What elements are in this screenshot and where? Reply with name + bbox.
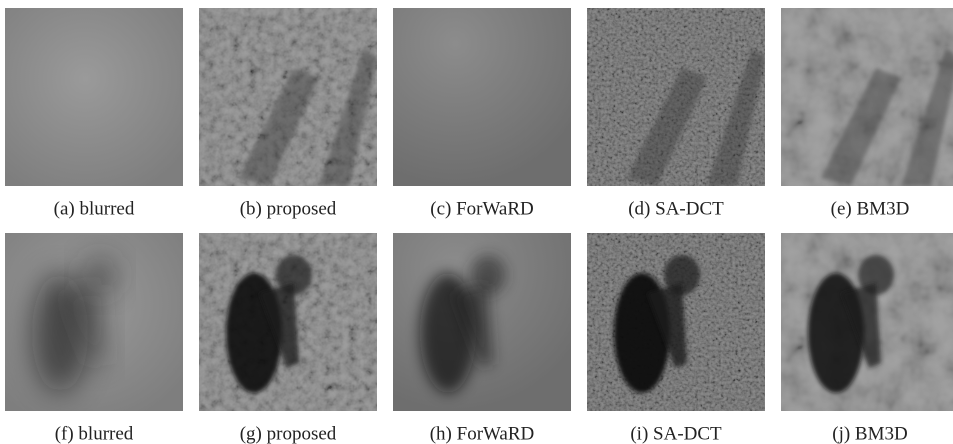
image-base bbox=[5, 8, 183, 186]
caption: (f) blurred bbox=[55, 423, 134, 444]
caption: (i) SA-DCT bbox=[630, 423, 722, 444]
image bbox=[199, 8, 377, 186]
image-panel bbox=[199, 233, 377, 411]
image-panel bbox=[781, 233, 953, 411]
image bbox=[393, 233, 571, 411]
caption: (g) proposed bbox=[240, 423, 337, 444]
caption: (d) SA-DCT bbox=[628, 198, 724, 219]
image bbox=[781, 233, 953, 411]
image-panel bbox=[393, 233, 571, 411]
image bbox=[5, 8, 183, 186]
image-panel bbox=[587, 8, 765, 186]
caption: (j) BM3D bbox=[832, 423, 907, 444]
image bbox=[587, 8, 765, 186]
image-panel bbox=[199, 8, 377, 186]
image-panel bbox=[587, 233, 765, 411]
image-panel bbox=[393, 8, 571, 186]
image bbox=[587, 233, 765, 411]
image bbox=[393, 8, 571, 186]
caption: (a) blurred bbox=[54, 198, 135, 219]
image bbox=[5, 233, 183, 411]
caption: (b) proposed bbox=[240, 198, 337, 219]
image bbox=[781, 8, 953, 186]
image-base bbox=[393, 8, 571, 186]
caption: (c) ForWaRD bbox=[430, 198, 533, 219]
caption: (h) ForWaRD bbox=[430, 423, 535, 444]
image-panel bbox=[5, 233, 183, 411]
image bbox=[199, 233, 377, 411]
caption: (e) BM3D bbox=[831, 198, 910, 219]
image-panel bbox=[5, 8, 183, 186]
figure: (a) blurred (b) proposed (c) ForWaRD (d) SA… bbox=[0, 0, 953, 444]
image-panel bbox=[781, 8, 953, 186]
